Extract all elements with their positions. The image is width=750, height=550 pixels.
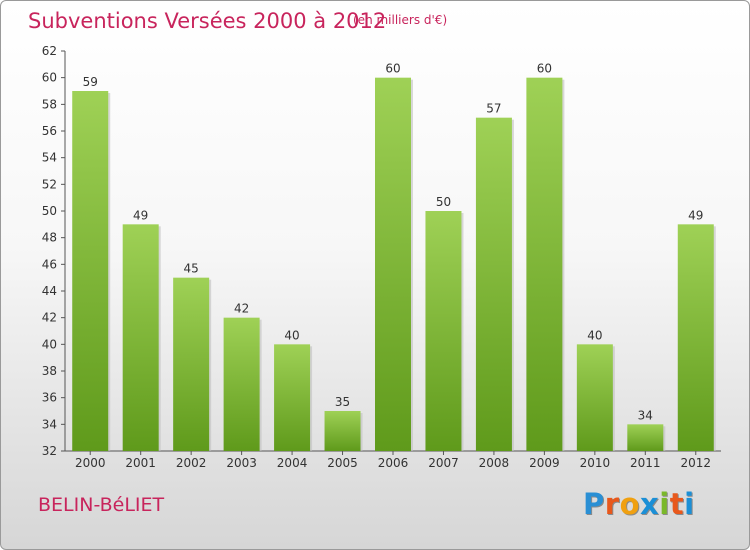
data-label: 35 (335, 395, 350, 409)
logo-letter: x (640, 487, 660, 521)
data-label: 40 (284, 328, 299, 342)
x-tick-label: 2002 (176, 456, 207, 470)
data-label: 60 (537, 62, 552, 76)
y-tick-label: 58 (42, 97, 57, 111)
y-tick-label: 40 (42, 337, 57, 351)
data-label: 34 (638, 408, 653, 422)
bar (223, 317, 260, 451)
x-tick-label: 2003 (226, 456, 257, 470)
y-tick-label: 34 (42, 417, 57, 431)
data-label: 49 (133, 208, 148, 222)
bar (475, 117, 512, 452)
bar (677, 224, 714, 451)
x-tick-label: 2006 (378, 456, 409, 470)
x-tick-label: 2004 (277, 456, 308, 470)
x-tick-label: 2000 (75, 456, 106, 470)
chart-subtitle: (en milliers d'€) (353, 13, 448, 27)
y-tick-label: 44 (42, 284, 57, 298)
bar (375, 77, 411, 452)
y-tick-label: 50 (42, 204, 57, 218)
logo-letter: i (684, 487, 695, 521)
y-tick-label: 48 (42, 231, 57, 245)
logo-letter: o (619, 487, 641, 521)
data-label: 42 (234, 302, 249, 316)
x-tick-label: 2005 (327, 456, 358, 470)
y-tick-label: 54 (42, 151, 57, 165)
logo-letter: r (604, 487, 620, 521)
data-label: 49 (688, 208, 703, 222)
data-label: 50 (436, 195, 451, 209)
bar (274, 344, 311, 451)
data-label: 57 (486, 102, 501, 116)
x-tick-label: 2001 (125, 456, 156, 470)
logo-letter: t (669, 487, 685, 521)
x-tick-label: 2012 (680, 456, 711, 470)
commune-name: BELIN-BéLIET (38, 494, 165, 516)
x-tick-label: 2008 (479, 456, 510, 470)
y-tick-label: 36 (42, 391, 57, 405)
data-label: 59 (83, 75, 98, 89)
bar (324, 411, 361, 451)
bar (173, 277, 210, 451)
bar (526, 77, 563, 452)
x-tick-label: 2007 (428, 456, 459, 470)
bar (122, 224, 159, 451)
data-label: 60 (385, 62, 400, 76)
bar (576, 344, 613, 451)
data-label: 40 (587, 328, 602, 342)
y-tick-label: 46 (42, 257, 57, 271)
bar (425, 211, 462, 451)
y-tick-label: 32 (42, 444, 57, 458)
chart-title: Subventions Versées 2000 à 2012 (28, 9, 387, 33)
proxiti-logo: Proxiti (583, 487, 695, 521)
logo-letter: i (659, 487, 670, 521)
y-tick-label: 60 (42, 71, 57, 85)
bar (72, 91, 109, 451)
logo-letter: P (583, 487, 605, 521)
x-tick-label: 2010 (580, 456, 611, 470)
data-label: 45 (184, 262, 199, 276)
y-tick-label: 52 (42, 177, 57, 191)
bar (627, 424, 664, 451)
y-tick-label: 62 (42, 44, 57, 58)
x-tick-label: 2009 (529, 456, 560, 470)
x-tick-label: 2011 (630, 456, 661, 470)
y-tick-label: 56 (42, 124, 57, 138)
y-tick-label: 42 (42, 311, 57, 325)
y-tick-label: 38 (42, 364, 57, 378)
